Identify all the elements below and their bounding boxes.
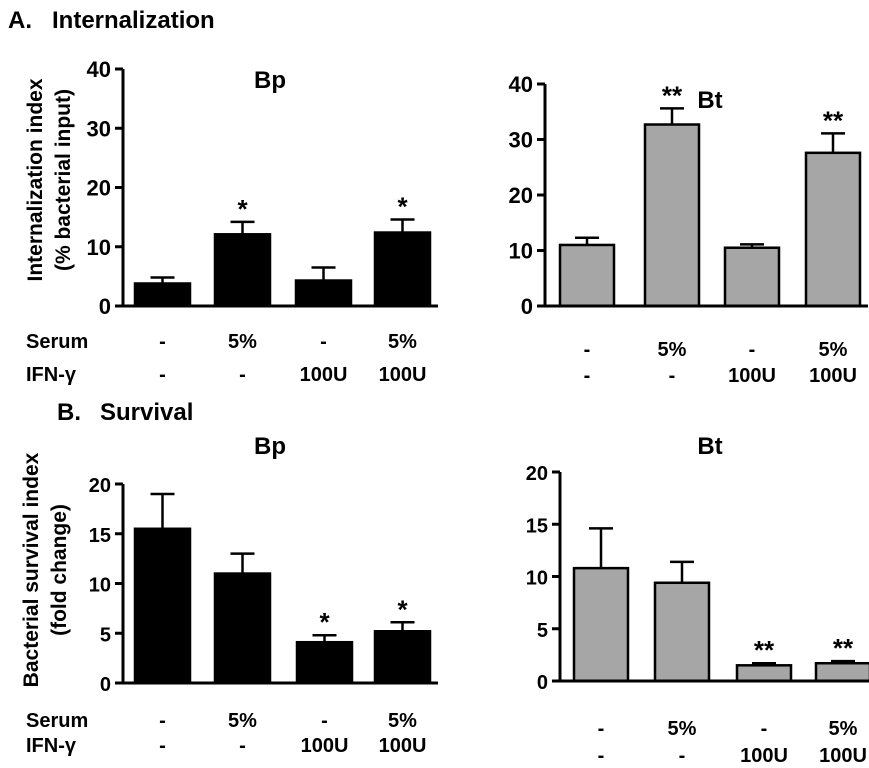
bar: [643, 123, 701, 308]
significance-marker: *: [397, 191, 408, 221]
ifn-row-label: IFN-γ: [26, 735, 77, 757]
ifn-value: 100U: [379, 735, 427, 757]
chart-title: Bp: [254, 67, 286, 94]
chart-3: Bp Bacterial survival index (fold change) *…: [20, 433, 438, 757]
bar: [133, 282, 192, 308]
panel-a-letter: A.: [8, 7, 32, 34]
y-tick-label: 20: [89, 475, 111, 497]
chart-4: Bt ** ** 0 5 10 15 20 - - 5% - - 100U 5% 100U: [526, 433, 869, 767]
serum-value: 5%: [388, 710, 417, 732]
ifn-value: -: [679, 745, 686, 767]
y-tick-label: 30: [509, 128, 533, 153]
chart-title: Bp: [254, 433, 286, 460]
ifn-value: -: [159, 364, 166, 386]
significance-marker: *: [319, 607, 330, 637]
serum-row-label: Serum: [26, 710, 88, 732]
panel-b-title: Survival: [100, 399, 193, 426]
ifn-value: -: [239, 735, 246, 757]
y-tick-label: 20: [526, 463, 548, 485]
charts-group: Bp Internalization index (% bacterial inpu…: [20, 57, 869, 767]
y-axis-label: Internalization index: [24, 78, 47, 281]
y-tick-label: 10: [526, 568, 548, 590]
ifn-value: -: [598, 745, 605, 767]
ifn-value: -: [239, 364, 246, 386]
bar: [373, 231, 432, 308]
significance-marker: *: [237, 194, 248, 224]
ifn-value: -: [584, 365, 591, 387]
y-tick-label: 0: [537, 672, 548, 694]
bar: [133, 527, 192, 685]
panel-a-title: Internalization: [52, 7, 215, 34]
serum-value: -: [320, 331, 327, 353]
y-tick-label: 0: [99, 294, 111, 319]
y-tick-label: 0: [521, 294, 533, 319]
y-tick-label: 20: [509, 183, 533, 208]
serum-value: 5%: [228, 710, 257, 732]
ifn-value: 100U: [379, 364, 427, 386]
chart-1: Bp Internalization index (% bacterial inpu…: [24, 57, 438, 386]
bar: [295, 640, 354, 685]
bar: [294, 279, 353, 308]
serum-value: 5%: [228, 331, 257, 353]
significance-marker: **: [754, 635, 775, 665]
bar: [723, 246, 781, 308]
y-tick-label: 5: [100, 624, 111, 646]
y-tick-label: 20: [87, 176, 111, 201]
y-tick-label: 10: [509, 239, 533, 264]
significance-marker: **: [833, 633, 854, 663]
serum-value: -: [761, 718, 768, 740]
y-tick-label: 10: [89, 575, 111, 597]
y-tick-label: 30: [87, 116, 111, 141]
y-tick-label: 10: [87, 235, 111, 260]
y-axis-label: Bacterial survival index: [20, 452, 43, 687]
ifn-row-label: IFN-γ: [26, 364, 77, 386]
bar: [213, 572, 272, 685]
serum-value: -: [321, 710, 328, 732]
panel-b-letter: B.: [57, 399, 81, 426]
chart-2: Bt ** ** 0 10 20 30 40 - - 5% - - 100U 5% 100U: [509, 72, 868, 387]
ifn-value: 100U: [819, 745, 867, 767]
ifn-value: -: [159, 735, 166, 757]
y-tick-label: 40: [509, 72, 533, 97]
ifn-value: -: [669, 365, 676, 387]
serum-value: 5%: [819, 339, 848, 361]
ifn-value: 100U: [301, 735, 349, 757]
serum-value: -: [159, 710, 166, 732]
y-tick-label: 5: [537, 620, 548, 642]
bar: [735, 664, 793, 683]
chart-title: Bt: [697, 87, 722, 114]
significance-marker: **: [662, 80, 683, 110]
y-axis-label: (fold change): [48, 504, 71, 636]
serum-value: 5%: [658, 339, 687, 361]
bar: [373, 630, 432, 685]
y-tick-label: 15: [526, 515, 548, 537]
bar: [804, 151, 862, 308]
ifn-value: 100U: [740, 745, 788, 767]
y-axis-label: (% bacterial input): [52, 89, 75, 271]
bar: [653, 581, 711, 683]
significance-marker: **: [823, 105, 844, 135]
serum-value: 5%: [829, 718, 858, 740]
chart-title: Bt: [697, 433, 722, 460]
bar: [814, 661, 869, 683]
bar: [572, 566, 630, 683]
serum-value: -: [159, 331, 166, 353]
serum-value: -: [749, 339, 756, 361]
ifn-value: 100U: [300, 364, 348, 386]
ifn-value: 100U: [809, 365, 857, 387]
serum-value: -: [598, 718, 605, 740]
serum-value: -: [584, 339, 591, 361]
y-tick-label: 40: [87, 57, 111, 82]
ifn-value: 100U: [728, 365, 776, 387]
bar: [213, 233, 272, 308]
y-tick-label: 0: [100, 674, 111, 696]
y-tick-label: 15: [89, 525, 111, 547]
significance-marker: *: [397, 594, 408, 624]
serum-value: 5%: [668, 718, 697, 740]
serum-value: 5%: [388, 331, 417, 353]
serum-row-label: Serum: [26, 331, 88, 353]
bar: [558, 243, 616, 308]
